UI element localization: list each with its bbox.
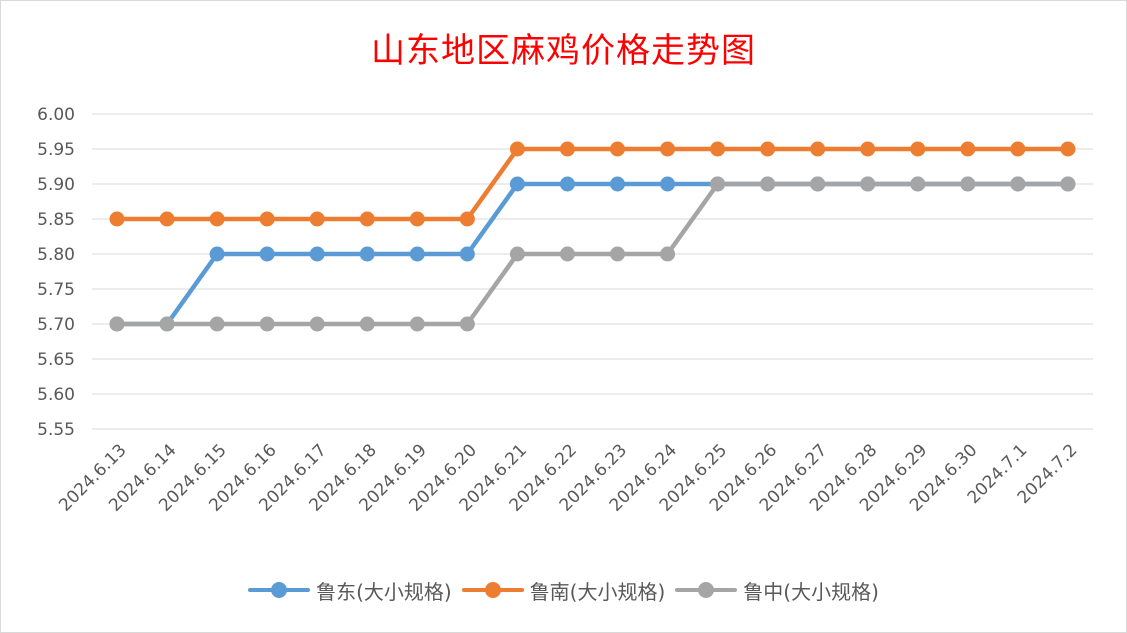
data-point [159, 316, 175, 332]
data-point [309, 316, 325, 332]
series-line [117, 181, 1068, 327]
data-point [459, 211, 475, 227]
legend-label: 鲁东(大小规格) [316, 579, 452, 604]
legend-item: 鲁中(大小规格) [675, 576, 879, 605]
chart-title: 山东地区麻鸡价格走势图 [371, 31, 756, 71]
data-point [660, 246, 676, 262]
data-point [209, 211, 225, 227]
data-point [610, 246, 625, 262]
data-point [459, 246, 475, 262]
data-point [359, 316, 375, 332]
y-tick-label: 5.95 [37, 140, 75, 160]
y-tick-label: 5.55 [37, 420, 75, 440]
y-tick-label: 5.60 [37, 385, 75, 405]
y-tick-label: 5.75 [37, 280, 75, 300]
x-axis-ticks: 2024.6.132024.6.142024.6.152024.6.162024… [55, 440, 1081, 515]
data-point [710, 141, 726, 157]
data-point [509, 141, 525, 157]
data-point [409, 316, 425, 332]
legend: 鲁东(大小规格) 鲁南(大小规格) 鲁中(大小规格) [1, 573, 1126, 607]
data-point [559, 141, 575, 157]
y-tick-label: 5.70 [37, 315, 75, 335]
y-tick-label: 5.80 [37, 245, 75, 265]
legend-label: 鲁中(大小规格) [743, 579, 879, 604]
data-point [710, 176, 726, 192]
data-point [1010, 176, 1026, 192]
y-tick-label: 5.85 [37, 210, 75, 230]
data-point [259, 211, 275, 227]
legend-swatch [248, 580, 311, 600]
data-point [509, 246, 525, 262]
data-point [910, 141, 926, 157]
data-point [810, 176, 826, 192]
data-point [660, 176, 676, 192]
data-point [559, 246, 575, 262]
data-point [960, 141, 976, 157]
y-tick-label: 5.65 [37, 350, 75, 370]
data-point [309, 246, 325, 262]
data-point [359, 211, 375, 227]
data-point [660, 141, 676, 157]
legend-swatch [461, 580, 524, 600]
legend-item: 鲁南(大小规格) [461, 576, 666, 605]
data-point [559, 176, 575, 192]
data-point [1060, 141, 1076, 157]
data-point [459, 316, 475, 332]
data-point [1010, 141, 1026, 157]
data-point [860, 176, 876, 192]
legend-label: 鲁南(大小规格) [529, 579, 666, 604]
data-point [1060, 176, 1076, 192]
data-point [610, 176, 625, 192]
data-point [760, 176, 776, 192]
data-point [810, 141, 826, 157]
series-3 [109, 176, 1076, 332]
y-axis-ticks: 6.00 5.95 5.90 5.85 5.80 5.75 5.70 5.65 5.60 5.55 [37, 105, 75, 440]
gridlines [92, 113, 1093, 430]
data-point [259, 246, 275, 262]
series-2 [109, 141, 1076, 227]
data-point [760, 141, 776, 157]
data-point [109, 316, 125, 332]
data-point [359, 246, 375, 262]
legend-item: 鲁东(大小规格) [248, 576, 452, 605]
data-point [409, 246, 425, 262]
data-point [159, 211, 175, 227]
data-point [610, 141, 625, 157]
data-point [259, 316, 275, 332]
y-tick-label: 6.00 [37, 105, 75, 125]
series-lines [109, 141, 1076, 332]
data-point [209, 316, 225, 332]
series-line [117, 146, 1068, 222]
data-point [309, 211, 325, 227]
data-point [109, 211, 125, 227]
y-tick-label: 5.90 [37, 175, 75, 195]
data-point [509, 176, 525, 192]
data-point [409, 211, 425, 227]
data-point [960, 176, 976, 192]
data-point [910, 176, 926, 192]
data-point [209, 246, 225, 262]
legend-swatch [675, 580, 738, 600]
data-point [860, 141, 876, 157]
